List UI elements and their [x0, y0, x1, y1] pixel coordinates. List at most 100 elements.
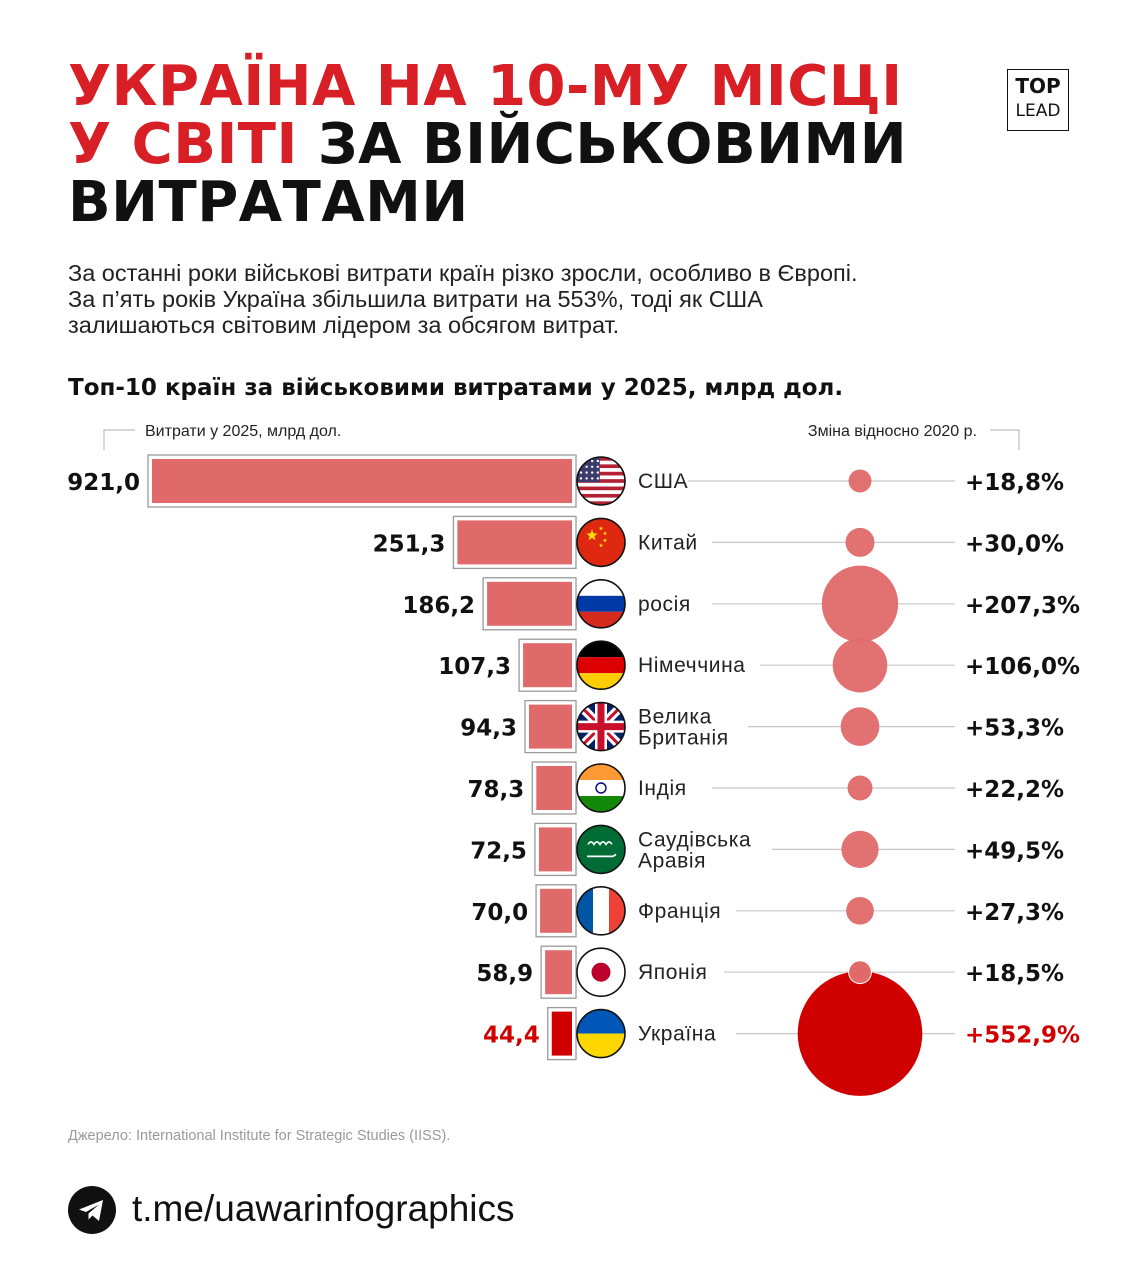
- value-label: 94,3: [460, 716, 517, 742]
- flag-star: [596, 465, 599, 468]
- change-label: +18,8%: [965, 470, 1064, 496]
- source-note: Джерело: International Institute for Str…: [68, 1128, 451, 1144]
- flag-stripe: [577, 497, 625, 502]
- bar: [540, 888, 572, 933]
- flag-stripe: [577, 471, 625, 476]
- flag-outline: [576, 763, 626, 813]
- bar: [523, 643, 572, 688]
- country-name: Франція: [638, 900, 721, 923]
- change-bubble: [821, 565, 899, 642]
- change-label: +18,5%: [965, 961, 1064, 987]
- flag-part: [577, 657, 625, 674]
- japan-flag-icon: [576, 947, 626, 998]
- flag-part: [609, 886, 625, 935]
- flag-part: [577, 641, 625, 658]
- change-label: +53,3%: [965, 716, 1064, 742]
- country-name-line: Японія: [638, 961, 707, 984]
- left-axis-label: Витрати у 2025, млрд дол.: [145, 423, 341, 440]
- chart-row: 44,4 Україна +552,9%: [483, 1006, 1080, 1061]
- chart-row: 107,3 Німеччина +106,0%: [438, 638, 1080, 692]
- change-label: +22,2%: [965, 777, 1064, 803]
- flag-outline: [576, 517, 626, 568]
- value-label: 107,3: [438, 654, 511, 680]
- intro-line-2: За п’ять років Україна збільшила витрати…: [68, 286, 763, 312]
- chart-row: 251,3 Китай +30,0%: [373, 515, 1064, 570]
- intro-line-1: За останні роки військові витрати країн …: [68, 260, 858, 286]
- country-name: Україна: [638, 1023, 716, 1046]
- flag-part: [577, 780, 625, 796]
- value-label: 72,5: [470, 838, 527, 864]
- left-axis-bracket: [103, 429, 135, 450]
- flag-star: [602, 538, 608, 543]
- country-name-line: Британія: [638, 727, 729, 750]
- change-label: +49,5%: [965, 838, 1064, 864]
- country-name-line: Німеччина: [638, 654, 746, 677]
- title-line-2-black: ЗА ВІЙСЬКОВИМИ: [297, 112, 908, 177]
- chart-row: 78,3 Індія +22,2%: [468, 761, 1064, 815]
- flag-star: [585, 465, 588, 468]
- germany-flag-icon: [576, 640, 626, 691]
- flag-star: [579, 459, 583, 463]
- flag-part: [577, 796, 625, 812]
- country-name-line: Франція: [638, 900, 721, 923]
- flag-part: [577, 1033, 625, 1058]
- flag-outline: [576, 885, 626, 936]
- flag-stripe: [577, 468, 625, 473]
- chart-row: 70,0 Франція +27,3%: [471, 884, 1064, 938]
- value-label: 78,3: [468, 777, 525, 803]
- flag-chakra: [595, 782, 607, 794]
- flag-script: [587, 841, 613, 846]
- value-label: 70,0: [471, 900, 528, 926]
- change-label: +106,0%: [965, 654, 1080, 680]
- country-name-line: Аравія: [638, 849, 706, 872]
- us-flag-icon: [576, 456, 626, 506]
- telegram-icon[interactable]: [68, 1186, 116, 1234]
- bar: [551, 1011, 572, 1056]
- country-name: США: [638, 470, 688, 493]
- flag-star: [585, 477, 588, 480]
- flag-part: [577, 764, 625, 780]
- change-bubble: [845, 527, 875, 557]
- uk-flag-icon: [576, 701, 626, 752]
- flag-outline: [576, 456, 626, 506]
- value-label: 921,0: [67, 470, 140, 496]
- country-name: Велика Британія: [638, 706, 729, 750]
- country-name-line: Україна: [638, 1023, 716, 1046]
- right-axis-label: Зміна відносно 2020 р.: [808, 423, 977, 440]
- flag-stripe: [577, 479, 625, 484]
- flag-star: [596, 471, 599, 474]
- flag-outline: [576, 947, 626, 998]
- flag-content: [577, 702, 625, 751]
- flag-star: [579, 471, 583, 474]
- flag-sun: [591, 962, 611, 982]
- telegram-link[interactable]: t.me/uawarinfographics: [132, 1188, 515, 1229]
- change-bubble: [848, 469, 872, 493]
- bar: [457, 520, 572, 565]
- change-bubble: [840, 707, 880, 746]
- logo-top-text: TOP: [1015, 74, 1061, 98]
- flag-star: [591, 477, 594, 480]
- value-label: 58,9: [476, 961, 533, 987]
- flag-stripe: [577, 501, 625, 505]
- bubble-layer: [797, 469, 923, 1096]
- flag-content: [577, 518, 625, 567]
- russia-flag-icon: [576, 578, 626, 629]
- chart-row: 94,3 Велика Британія +53,3%: [460, 699, 1064, 754]
- country-name: Індія: [638, 777, 687, 800]
- flag-part: [577, 825, 625, 874]
- bar: [536, 766, 572, 810]
- chart-row: 921,0 США +18,8%: [67, 454, 1064, 508]
- flag-stripe: [577, 482, 625, 487]
- flag-outline: [576, 824, 626, 875]
- flag-cross-red: [577, 702, 625, 751]
- china-flag-icon: [576, 517, 626, 568]
- title-line-2-red: У СВІТІ: [68, 112, 298, 177]
- right-axis-bracket: [990, 429, 1020, 450]
- flag-part: [577, 1009, 625, 1034]
- bar: [152, 459, 572, 503]
- flag-part: [577, 595, 625, 612]
- country-name: Німеччина: [638, 654, 746, 677]
- flag-stripe: [577, 486, 625, 491]
- bar: [528, 704, 572, 749]
- flag-star: [591, 465, 594, 468]
